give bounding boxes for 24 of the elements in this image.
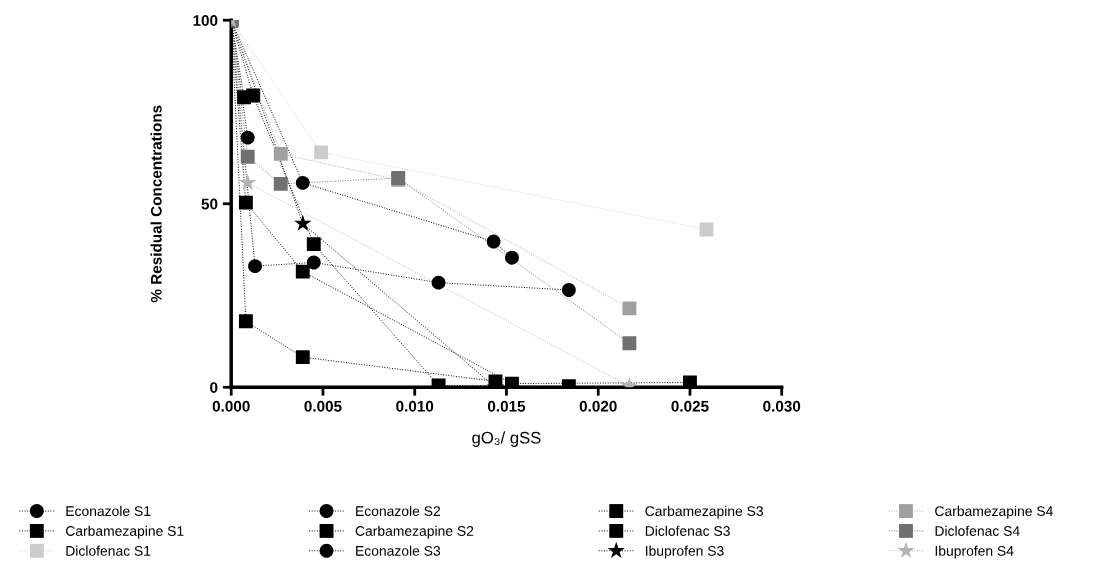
y-tick-label: 0 [210,382,218,393]
y-axis-title: % Residual Concentrations [150,105,162,303]
legend-label: Ibuprofen S3 [646,545,724,559]
y-tick-label: 100 [193,15,218,26]
x-tick-label: 0.025 [671,400,709,412]
legend-label: Carbamezapine S4 [935,505,1053,519]
x-tick-label: 0.005 [304,400,342,412]
legend-label: Diclofenac S4 [935,525,1020,536]
legend-label: Carbamezapine S1 [65,525,184,539]
legend-label: Ibuprofen S4 [935,545,1014,559]
y-tick-label: 50 [201,198,218,210]
legend-label: Carbamezapine S2 [355,525,474,539]
x-tick-label: 0.030 [763,400,801,412]
legend-label: Econazole S3 [356,545,441,556]
x-axis-title: gO₃/ gSS [472,431,541,447]
legend-label: Diclofenac S1 [66,545,151,556]
x-tick-label: 0.010 [396,400,434,412]
x-tick-label: 0.015 [487,400,526,412]
x-tick-label: 0.000 [212,400,250,412]
legend-label: Econazole S1 [66,505,151,517]
legend-label: Carbamezapine S3 [645,505,764,519]
x-tick-label: 0.020 [579,400,617,412]
legend-label: Diclofenac S3 [645,525,730,536]
legend-label: Econazole S2 [356,505,441,517]
